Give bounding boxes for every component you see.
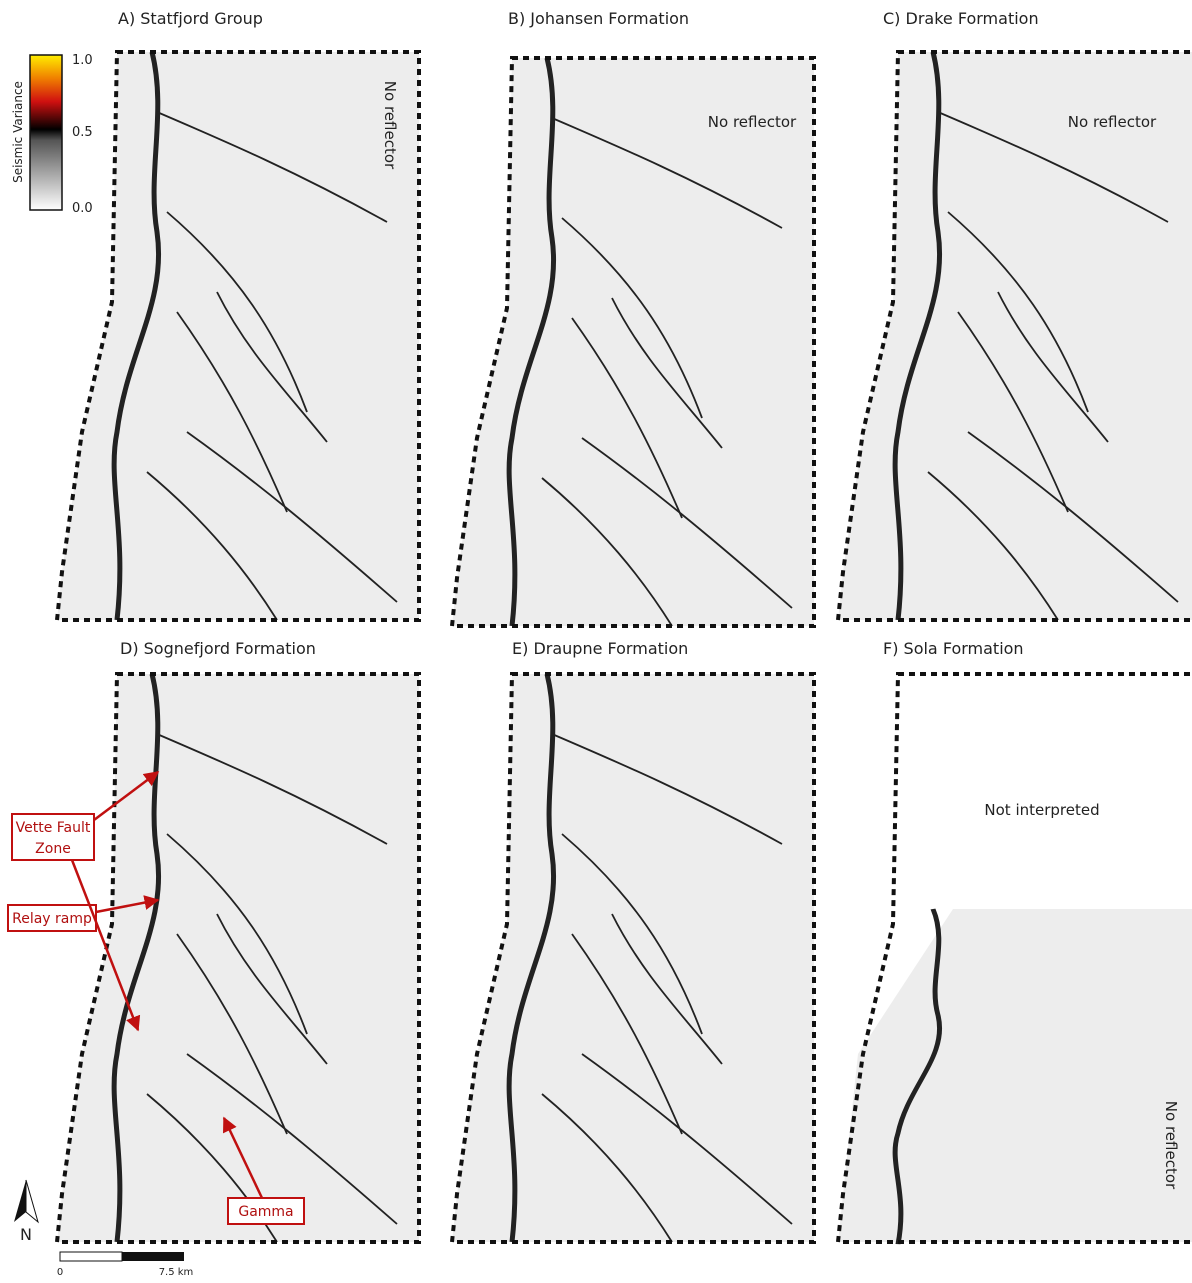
annotation: Relay ramp: [12, 911, 92, 927]
panel: [57, 52, 419, 620]
colorbar-tick: 0.5: [72, 125, 93, 140]
panel-title: A) Statfjord Group: [118, 9, 263, 28]
annotation: No reflector: [1162, 1101, 1180, 1190]
scale-label: 7.5 km: [159, 1267, 194, 1278]
map-area: [57, 52, 419, 620]
panel: [838, 52, 1192, 620]
panel-title: D) Sognefjord Formation: [120, 639, 316, 658]
map-area: [452, 58, 814, 626]
panel-title: E) Draupne Formation: [512, 639, 688, 658]
scale-label: 0: [57, 1267, 63, 1278]
scale-bar: [122, 1252, 184, 1261]
panel-title: C) Drake Formation: [883, 9, 1039, 28]
colorbar-tick: 1.0: [72, 53, 93, 68]
north-arrow: [26, 1180, 38, 1222]
panel: [452, 58, 814, 626]
panel: [838, 674, 1192, 1244]
annotation: Vette Fault: [16, 820, 91, 836]
annotation: Gamma: [238, 1204, 293, 1220]
colorbar-label: Seismic Variance: [11, 81, 25, 183]
panel: [452, 674, 814, 1242]
panel-title: B) Johansen Formation: [508, 9, 689, 28]
map-area: [838, 909, 1192, 1242]
figure: Seismic Variance 1.0 0.5 0.0 N 0 7.5 km …: [0, 0, 1192, 1279]
colorbar-tick: 0.0: [72, 201, 93, 216]
north-label: N: [20, 1225, 32, 1244]
annotation: No reflector: [381, 81, 399, 170]
scale-bar: [60, 1252, 122, 1261]
map-area: [838, 52, 1192, 620]
annotation: Zone: [35, 841, 71, 857]
colorbar: [30, 55, 62, 210]
annotation: No reflector: [1068, 113, 1157, 131]
north-arrow: [14, 1180, 26, 1222]
annotation: No reflector: [708, 113, 797, 131]
annotation: Not interpreted: [984, 801, 1099, 819]
map-area: [452, 674, 814, 1242]
panel-title: F) Sola Formation: [883, 639, 1024, 658]
